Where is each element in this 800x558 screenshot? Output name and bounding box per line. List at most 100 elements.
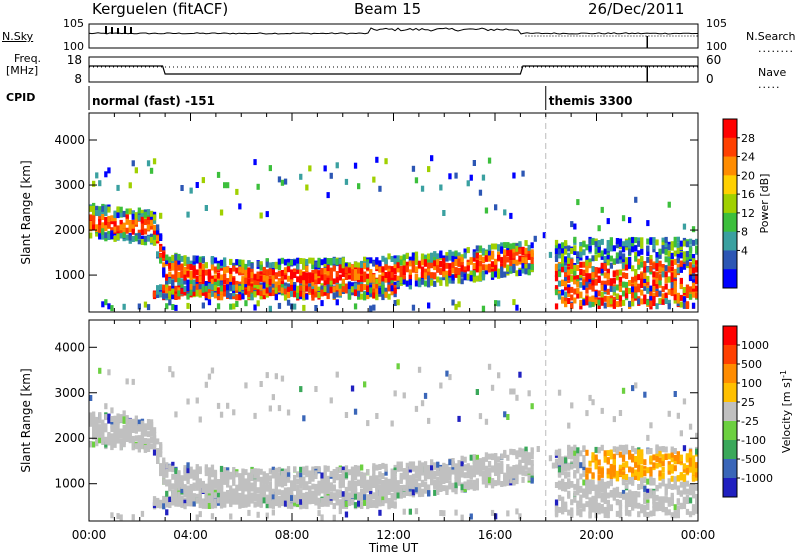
power-cell <box>202 177 205 183</box>
velocity-cell <box>244 382 247 388</box>
power-cell <box>652 296 655 302</box>
power-colorbar-swatch <box>723 194 737 213</box>
velocity-cell <box>497 471 500 477</box>
power-cell <box>509 250 512 256</box>
velocity-cell <box>113 438 116 444</box>
velocity-cell <box>509 449 512 455</box>
power-cell <box>342 286 345 292</box>
velocity-cell <box>686 457 689 463</box>
velocity-cell <box>342 470 345 476</box>
power-cell <box>144 229 147 235</box>
power-cell <box>665 237 668 243</box>
velocity-cell <box>278 502 281 508</box>
velocity-cell <box>582 491 585 497</box>
power-cell <box>567 245 570 251</box>
velocity-cell <box>372 467 375 473</box>
power-cell <box>677 248 680 254</box>
power-cell <box>208 276 211 282</box>
power-cell <box>272 278 275 284</box>
power-cell <box>491 251 494 257</box>
velocity-cell <box>232 493 235 499</box>
power-cell <box>415 177 418 183</box>
velocity-cell <box>348 500 351 506</box>
power-cell <box>269 287 272 293</box>
velocity-cell <box>196 398 199 404</box>
velocity-cell <box>186 494 189 500</box>
velocity-cell <box>662 473 665 479</box>
velocity-cell <box>168 502 171 508</box>
velocity-cell <box>640 504 643 510</box>
power-cell <box>199 276 202 282</box>
power-cell <box>576 199 579 205</box>
velocity-cell <box>253 413 256 419</box>
power-cell <box>193 272 196 278</box>
velocity-cell <box>269 496 272 502</box>
velocity-cell <box>692 455 695 461</box>
power-cell <box>220 275 223 281</box>
cpid-mode-label: themis 3300 <box>549 94 633 108</box>
power-cell <box>357 262 360 268</box>
velocity-cell <box>412 480 415 486</box>
power-cell <box>232 285 235 291</box>
velocity-cell <box>613 416 616 422</box>
velocity-cell <box>132 427 135 433</box>
velocity-cell <box>646 493 649 499</box>
velocity-cell <box>637 465 640 471</box>
velocity-cell <box>415 486 418 492</box>
velocity-cell <box>652 506 655 512</box>
power-cell <box>445 281 448 287</box>
power-cell <box>509 213 512 219</box>
power-cell <box>381 285 384 291</box>
power-cell <box>211 284 214 290</box>
power-cell <box>238 259 241 265</box>
power-cell <box>296 264 299 270</box>
power-cell <box>558 249 561 255</box>
velocity-cell <box>671 499 674 505</box>
velocity-cell <box>196 497 199 503</box>
velocity-cell <box>686 468 689 474</box>
velocity-cell <box>409 464 412 470</box>
velocity-cell <box>126 426 129 432</box>
power-cell <box>442 271 445 277</box>
velocity-cell <box>174 411 177 417</box>
velocity-cell <box>171 483 174 489</box>
power-cell <box>570 259 573 265</box>
power-cell <box>235 301 238 307</box>
power-cell <box>372 305 375 311</box>
velocity-cell <box>579 509 582 515</box>
velocity-cell <box>135 418 138 424</box>
power-cell <box>116 234 119 240</box>
power-cell <box>561 258 564 264</box>
velocity-cell <box>266 498 269 504</box>
velocity-cell <box>336 467 339 473</box>
velocity-cell <box>174 486 177 492</box>
velocity-cell <box>293 497 296 503</box>
velocity-cell <box>153 432 156 438</box>
power-cell <box>120 224 123 230</box>
velocity-cell <box>226 496 229 502</box>
power-cell <box>247 286 250 292</box>
power-cell <box>576 281 579 287</box>
velocity-cell <box>461 484 464 490</box>
power-cell <box>235 189 238 195</box>
velocity-cell <box>461 466 464 472</box>
power-cell <box>226 278 229 284</box>
power-cell <box>275 282 278 288</box>
velocity-cell <box>643 470 646 476</box>
velocity-cell <box>567 465 570 471</box>
power-cell <box>640 256 643 262</box>
velocity-cell <box>558 495 561 501</box>
velocity-cell <box>190 472 193 478</box>
power-cell <box>625 273 628 279</box>
velocity-cell <box>384 466 387 472</box>
velocity-cell <box>266 475 269 481</box>
velocity-cell <box>619 505 622 511</box>
velocity-cell <box>610 505 613 511</box>
velocity-cell <box>177 477 180 483</box>
velocity-cell <box>631 385 634 391</box>
power-cell <box>397 262 400 268</box>
velocity-cell <box>634 448 637 454</box>
velocity-cell <box>278 496 281 502</box>
power-cell <box>394 268 397 274</box>
velocity-cell <box>491 467 494 473</box>
